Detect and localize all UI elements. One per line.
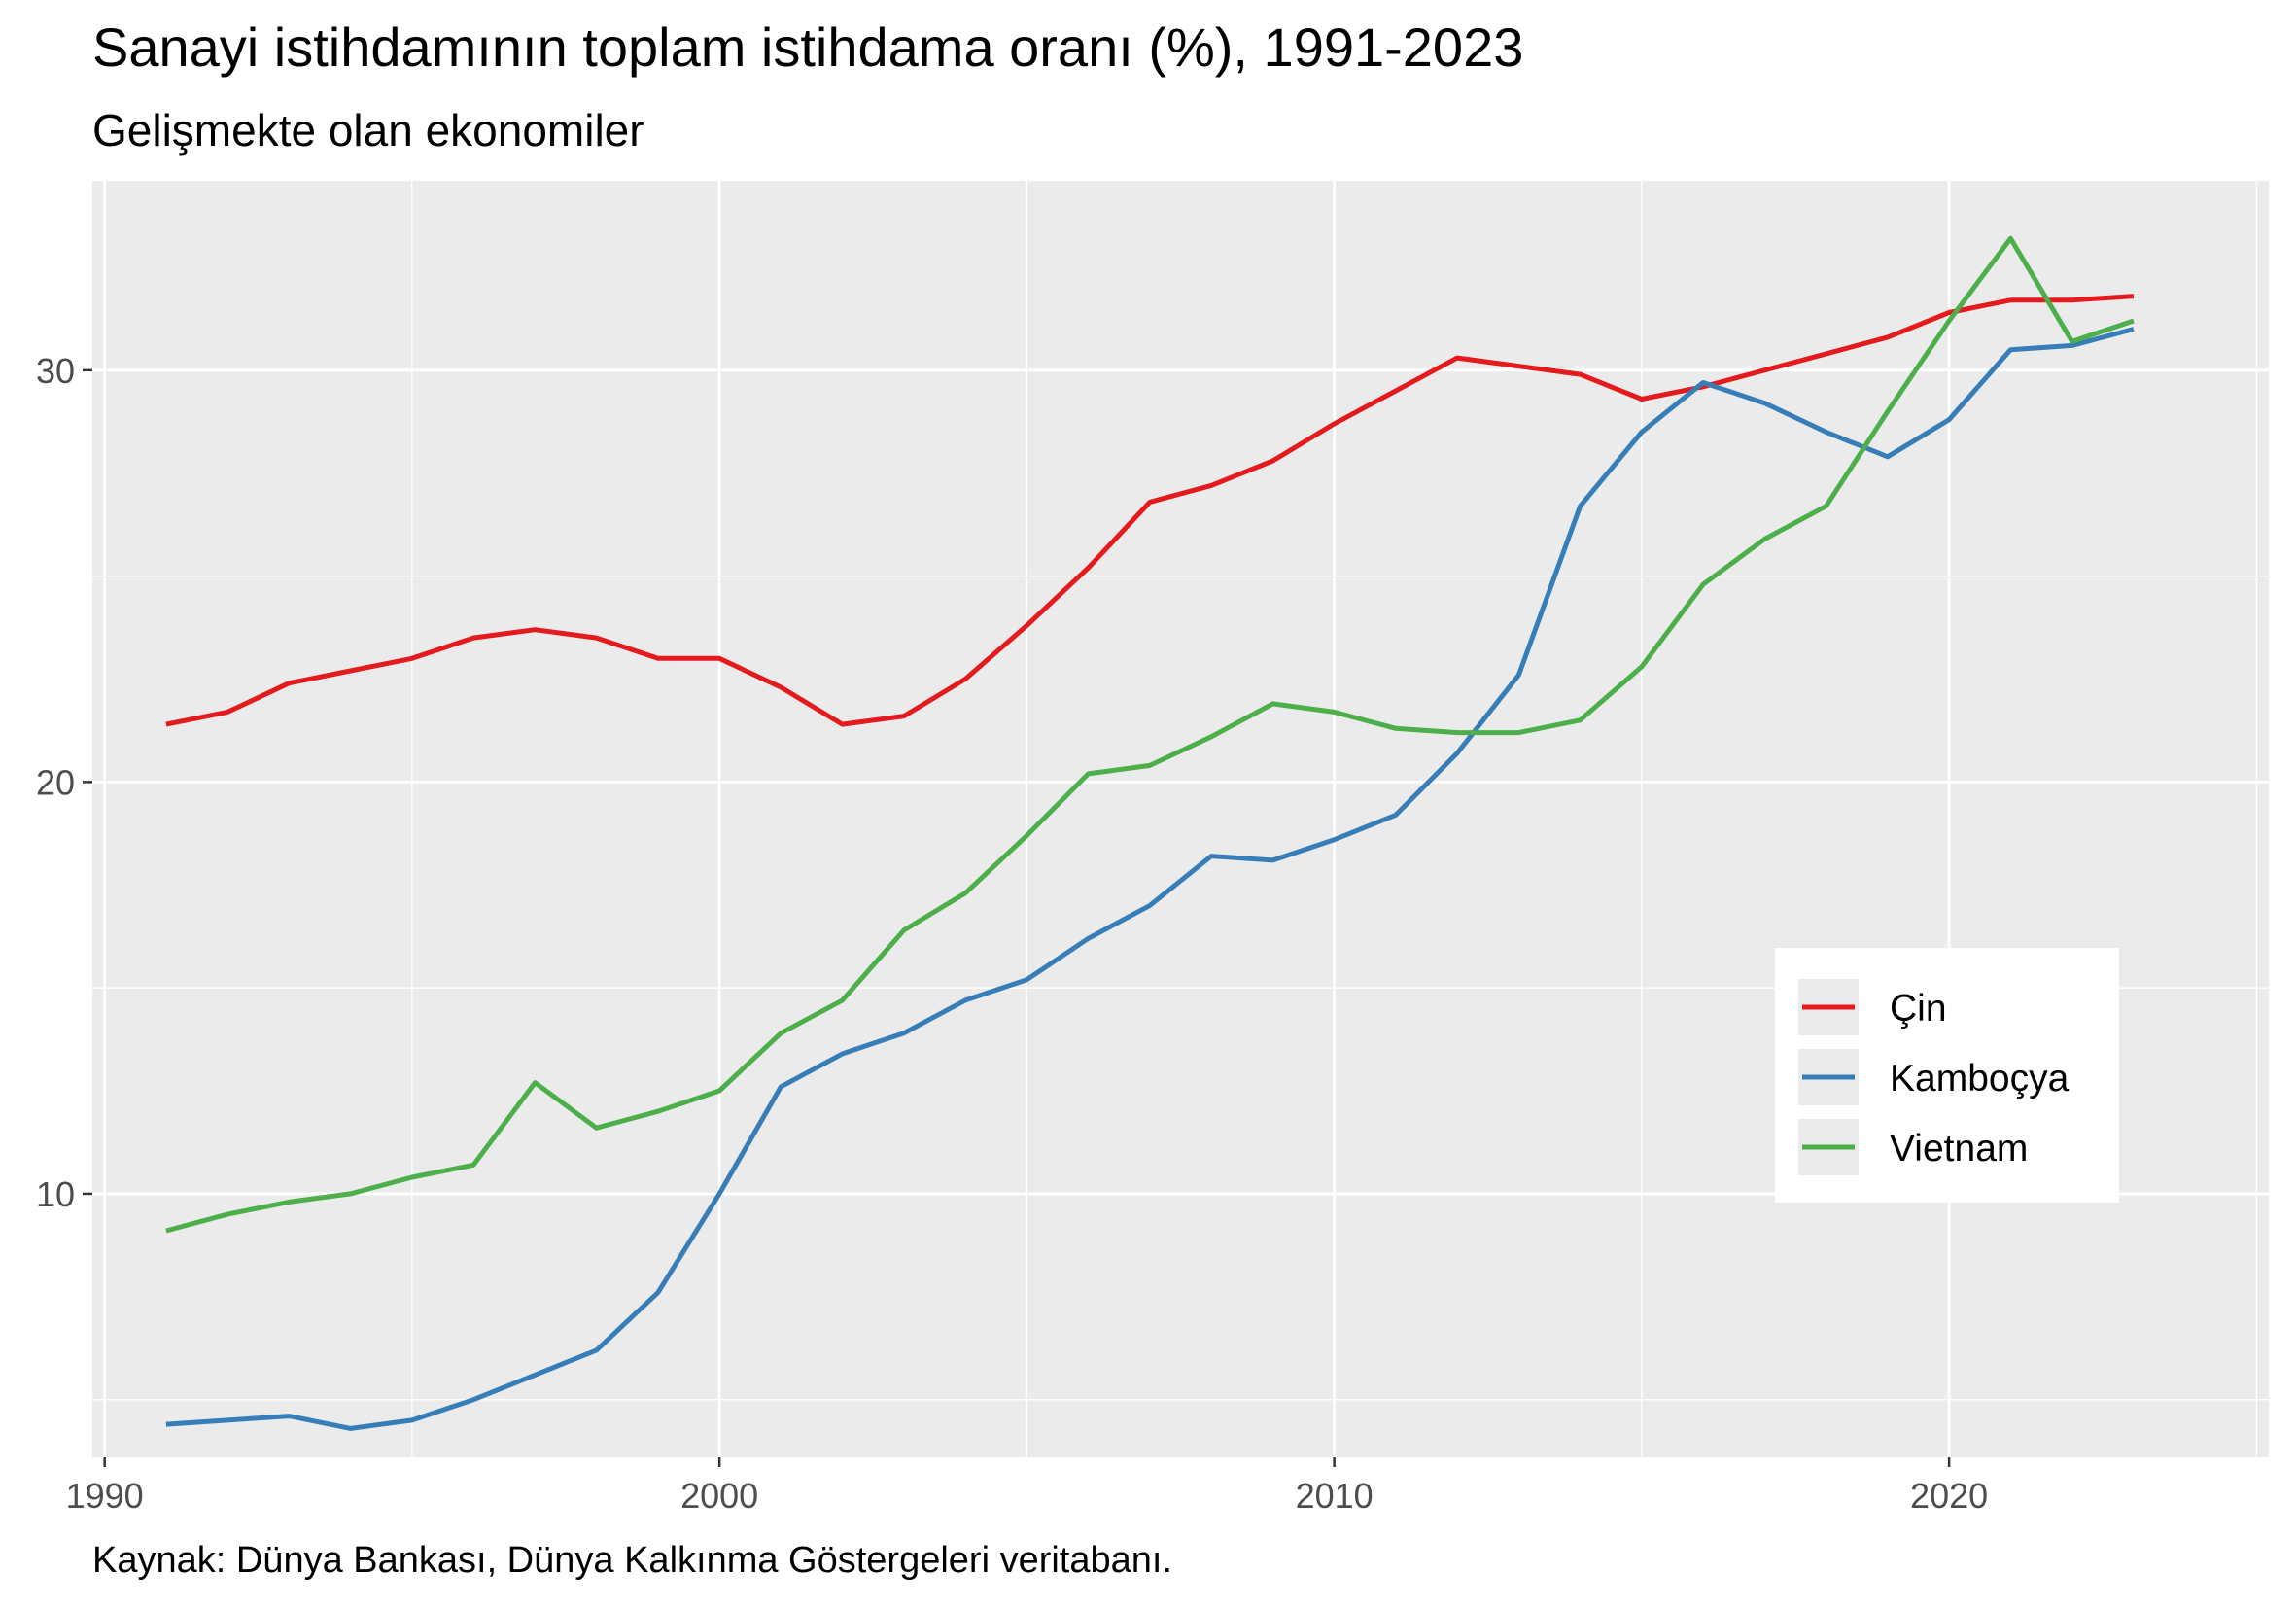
x-tick-label: 2000 [680, 1476, 758, 1516]
series-line-2 [165, 235, 2135, 1234]
y-tick-label: 20 [36, 762, 75, 802]
x-tick-label: 1990 [66, 1476, 144, 1516]
y-tick-label: 10 [36, 1174, 75, 1214]
series-line-1 [165, 327, 2135, 1431]
chart-subtitle: Gelişmekte olan ekonomiler [92, 105, 644, 156]
x-tick-label: 2020 [1910, 1476, 1988, 1516]
major-gridlines [92, 181, 2269, 1457]
y-axis: 10 20 30 [36, 351, 92, 1214]
chart-title: Sanayi istihdamının toplam istihdama ora… [92, 17, 1523, 78]
minor-gridlines [92, 181, 2269, 1457]
x-axis: 1990 2000 2010 2020 [66, 1457, 1988, 1516]
x-tick-label: 2010 [1296, 1476, 1374, 1516]
legend-label: Kamboçya [1890, 1058, 2070, 1100]
legend-label: Çin [1890, 988, 1947, 1030]
legend: Çin Kamboçya Vietnam [1775, 948, 2119, 1203]
legend-label: Vietnam [1890, 1128, 2028, 1170]
series-line-0 [165, 294, 2135, 727]
chart-caption: Kaynak: Dünya Bankası, Dünya Kalkınma Gö… [92, 1540, 1172, 1581]
series-lines [165, 235, 2135, 1431]
plot-panel [92, 181, 2269, 1457]
y-tick-label: 30 [36, 351, 75, 391]
